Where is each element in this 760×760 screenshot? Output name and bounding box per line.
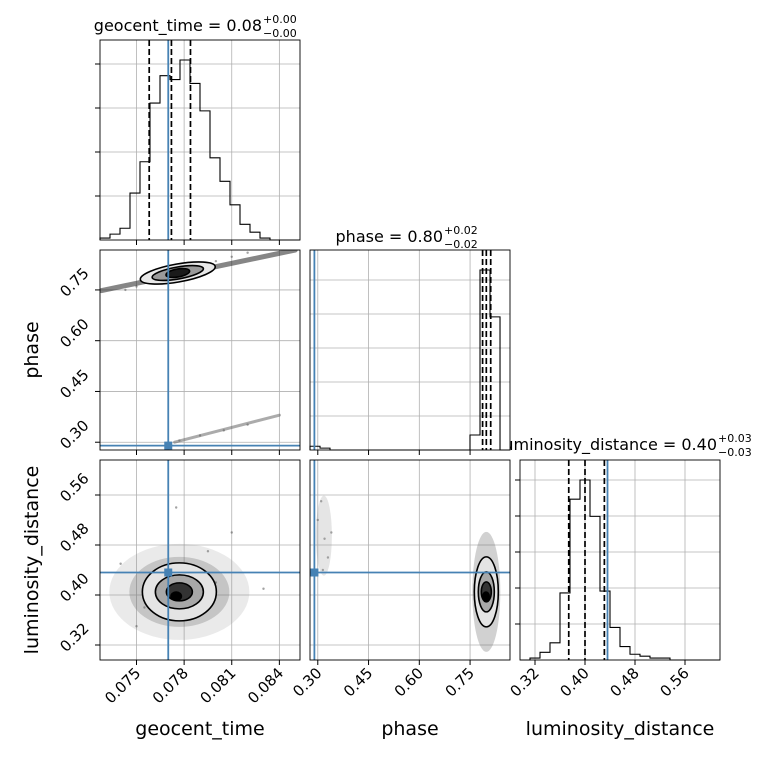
title-luminosity-distance-sub: −0.03	[718, 446, 752, 459]
tick-label-y-luminosity_distance: 0.40	[56, 569, 92, 605]
panel-background	[310, 460, 510, 660]
sample-point	[119, 562, 122, 565]
scatter-phase-vs-luminosity-distance-panel: 0.30 0.45 0.60 0.75	[289, 459, 511, 700]
tick-label-y-phase: 0.75	[56, 264, 92, 300]
tick-label-x-luminosity_distance: 0.48	[606, 664, 642, 700]
title-geocent-time-sup: +0.00	[263, 13, 297, 26]
x-axis-label-geocent-time: geocent_time	[135, 718, 264, 740]
truth-marker	[164, 568, 173, 577]
sample-point	[206, 550, 210, 553]
panel-border	[309, 249, 511, 451]
y-axis-label-phase: phase	[21, 321, 43, 378]
density-contours	[141, 562, 218, 622]
sample-point	[316, 518, 319, 522]
tick-label-x-phase: 0.30	[289, 664, 325, 700]
tick-label-x-geocent_time: 0.081	[196, 664, 239, 707]
sample-ridge-lower	[173, 413, 281, 444]
tick-label-x-phase: 0.75	[442, 664, 478, 700]
hist-geocent-time-panel	[95, 39, 301, 245]
tick-label-y-luminosity_distance: 0.32	[56, 619, 92, 655]
title-geocent-time-main: geocent_time = 0.08	[94, 16, 262, 36]
sample-point	[174, 506, 178, 509]
tick-label-x-phase: 0.60	[391, 664, 427, 700]
tick-label-x-geocent_time: 0.084	[244, 664, 287, 707]
panel-border	[99, 39, 301, 241]
x-axis-label-luminosity-distance: luminosity_distance	[526, 718, 715, 740]
truth-marker	[310, 568, 319, 577]
contour-peak	[481, 591, 490, 602]
title-luminosity-distance-sup: +0.03	[718, 432, 752, 445]
histogram-step	[99, 59, 300, 241]
sample-point	[330, 531, 333, 534]
tick-label-x-luminosity_distance: 0.56	[656, 664, 692, 700]
tick-label-y-phase: 0.45	[56, 366, 92, 402]
sample-point	[230, 255, 233, 258]
sample-point	[124, 288, 127, 292]
panel-background	[310, 250, 510, 450]
tick-label-y-phase: 0.60	[56, 315, 92, 351]
sample-point	[323, 537, 326, 540]
panel-background	[100, 250, 300, 450]
tick-label-x-luminosity_distance: 0.32	[506, 664, 542, 700]
sample-point	[143, 606, 146, 609]
sample-point	[321, 568, 325, 572]
tick-label-y-luminosity_distance: 0.48	[56, 519, 92, 555]
panel-background	[520, 460, 720, 660]
density-contours	[473, 556, 500, 628]
tick-label-x-phase: 0.45	[340, 664, 376, 700]
tick-label-x-geocent_time: 0.078	[149, 664, 192, 707]
panel-background	[100, 40, 300, 240]
sample-point	[326, 556, 330, 559]
density-contours	[139, 261, 217, 285]
panel-border	[99, 249, 301, 451]
sample-point	[319, 500, 323, 503]
scatter-geocent-time-vs-luminosity-distance-panel: 0.075 0.078 0.081 0.084 0.32 0.40 0.48 0.56	[56, 459, 301, 707]
sample-cloud-secondary	[315, 495, 332, 576]
title-luminosity-distance: luminosity_distance = 0.40 +0.03 −0.03	[499, 432, 752, 459]
sample-point	[214, 259, 218, 263]
histogram-step	[520, 479, 720, 661]
title-phase-main: phase = 0.80	[336, 227, 443, 246]
panel-border	[99, 459, 301, 661]
panel-border	[519, 459, 721, 661]
sample-point	[262, 587, 265, 590]
tick-label-y-phase: 0.30	[56, 417, 92, 453]
y-axis-label-luminosity-distance: luminosity_distance	[21, 466, 43, 655]
tick-label-x-geocent_time: 0.075	[101, 664, 144, 707]
title-phase-sup: +0.02	[444, 224, 478, 237]
contour-peak	[170, 591, 183, 602]
title-phase: phase = 0.80 +0.02 −0.02	[336, 224, 478, 251]
x-axis-label-phase: phase	[381, 718, 438, 740]
title-geocent-time: geocent_time = 0.08 +0.00 −0.00	[94, 13, 297, 40]
tick-label-y-luminosity_distance: 0.56	[56, 469, 92, 505]
truth-marker	[164, 441, 173, 450]
title-phase-sub: −0.02	[444, 238, 478, 251]
title-geocent-time-sub: −0.00	[263, 27, 297, 40]
contour-level-2	[165, 267, 191, 279]
sample-point	[135, 625, 138, 628]
tick-label-x-luminosity_distance: 0.40	[556, 664, 592, 700]
panel-background	[100, 460, 300, 660]
hist-phase-panel	[309, 249, 511, 455]
panel-border	[309, 459, 511, 661]
title-luminosity-distance-main: luminosity_distance = 0.40	[499, 435, 717, 455]
hist-luminosity-distance-panel: 0.32 0.40 0.48 0.56	[506, 459, 721, 700]
scatter-geocent-time-vs-phase-panel: 0.30 0.45 0.60 0.75	[56, 249, 301, 455]
sample-point	[230, 531, 233, 534]
sample-point	[246, 251, 249, 254]
